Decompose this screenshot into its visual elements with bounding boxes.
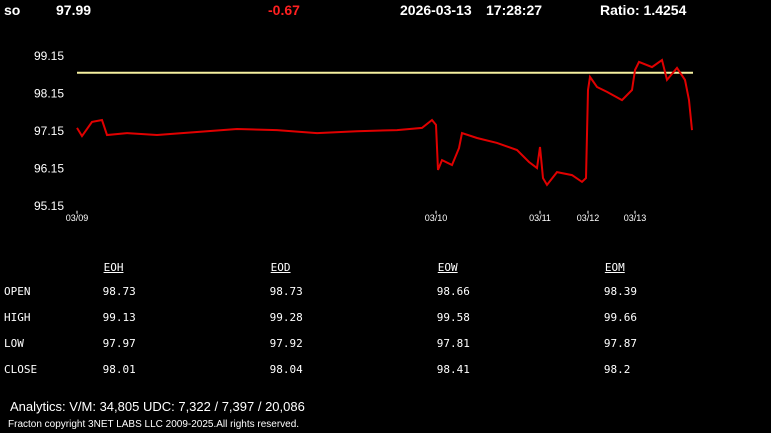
cell: 98.73: [269, 284, 303, 298]
table-row: LOW 97.97 97.92 97.81 97.87: [4, 330, 771, 356]
price: 97.99: [56, 2, 92, 18]
y-tick-label: 98.15: [34, 87, 64, 101]
cell: 97.81: [436, 336, 470, 350]
cell: 98.73: [102, 284, 136, 298]
date: 2026-03-13: [400, 2, 472, 18]
row-label: LOW: [4, 336, 24, 350]
column-header: EOW: [437, 260, 458, 274]
price-line: [76, 58, 693, 187]
column-header: EOM: [604, 260, 625, 274]
cell: 97.97: [102, 336, 136, 350]
row-label: OPEN: [4, 284, 31, 298]
cell: 97.92: [269, 336, 303, 350]
change: -0.67: [268, 2, 300, 18]
cell: 98.2: [603, 362, 631, 376]
analytics: Analytics: V/M: 34,805 UDC: 7,322 / 7,39…: [10, 399, 305, 414]
y-tick-label: 96.15: [34, 162, 64, 176]
time: 17:28:27: [486, 2, 543, 18]
row-label: CLOSE: [4, 362, 38, 376]
cell: 98.04: [269, 362, 303, 376]
cell: 97.87: [603, 336, 637, 350]
cell: 98.41: [436, 362, 470, 376]
table-row: HIGH 99.13 99.28 99.58 99.66: [4, 304, 771, 330]
x-tick-label: 03/13: [624, 213, 647, 223]
cell: 98.39: [603, 284, 637, 298]
ratio: Ratio: 1.4254: [600, 2, 687, 18]
corner: [4, 256, 103, 278]
row-label: HIGH: [4, 310, 31, 324]
copyright: Fracton copyright 3NET LABS LLC 2009-202…: [8, 419, 300, 430]
symbol: so: [4, 2, 21, 18]
x-tick-label: 03/09: [66, 213, 89, 223]
table-row: CLOSE 98.01 98.04 98.41 98.2: [4, 356, 771, 382]
x-tick-label: 03/10: [425, 213, 448, 223]
y-tick-label: 99.15: [34, 49, 64, 63]
x-tick-label: 03/11: [529, 213, 551, 223]
x-tick-label: 03/12: [577, 213, 600, 223]
y-tick-label: 95.15: [34, 199, 64, 213]
chart: 95.15 96.15 97.15 98.15 99.15 03/09 03/10 03/11…: [34, 49, 693, 223]
y-tick-label: 97.15: [34, 124, 64, 138]
table-row: OPEN 98.73 98.73 98.66 98.39: [4, 278, 771, 304]
stats-table: EOH EOD EOW EOM OPEN 98.73 98.73 98.66 98.39 HIGH…: [4, 256, 771, 382]
cell: 99.13: [102, 310, 136, 324]
column-header: EOH: [103, 260, 124, 274]
column-header: EOD: [270, 260, 291, 274]
cell: 98.66: [436, 284, 470, 298]
cell: 98.01: [102, 362, 136, 376]
cell: 99.66: [603, 310, 637, 324]
cell: 99.28: [269, 310, 303, 324]
cell: 99.58: [436, 310, 470, 324]
